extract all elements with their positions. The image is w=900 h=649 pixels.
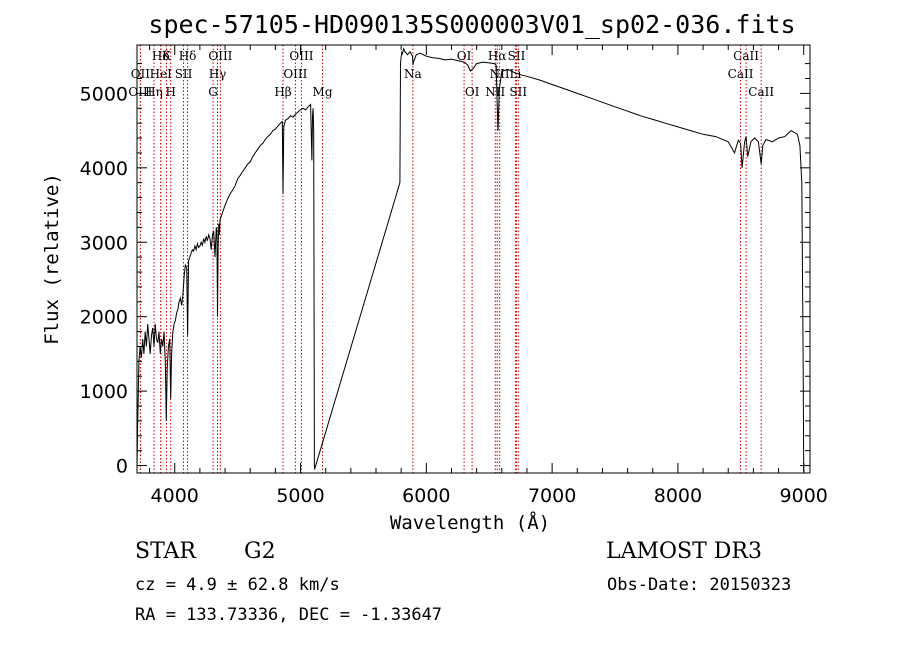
x-tick-label: 4000: [151, 485, 199, 507]
spectral-line-label: HeI: [150, 67, 173, 81]
axis-ticks: 4000 5000 6000 7000 8000 9000 0 1000 2000 3000 400…: [80, 45, 828, 507]
spectral-line-label: H: [165, 85, 175, 99]
spectral-line-label: CaII: [728, 67, 754, 81]
spectral-line-label: Mg: [313, 85, 333, 99]
spectral-line-label: Hη: [145, 85, 163, 99]
survey-name: LAMOST DR3: [606, 539, 762, 564]
spectral-line-label: Hγ: [209, 67, 227, 81]
spectral-line-label: OIII: [128, 85, 152, 99]
x-tick-label: 8000: [654, 485, 702, 507]
y-tick-label: 2000: [80, 307, 128, 329]
chart-title: spec-57105-HD090135S000003V01_sp02-036.f…: [148, 10, 795, 39]
spectrum-trace: [136, 47, 805, 472]
spectral-line-label: SII: [175, 67, 193, 81]
subclass: G2: [244, 539, 276, 564]
y-tick-label: 1000: [80, 381, 128, 403]
spectral-line-label: SII: [509, 85, 527, 99]
spectral-line-label: NII: [485, 85, 505, 99]
spectral-line-label: OI: [457, 49, 472, 63]
spectral-line-label: OI: [465, 85, 480, 99]
spectral-line-label: K: [162, 49, 172, 63]
spectral-line-label: Hδ: [179, 49, 197, 63]
spectral-line-label: Hα: [488, 49, 507, 63]
spectral-line-label: OIII: [208, 49, 232, 63]
y-axis-label: Flux (relative): [41, 173, 63, 345]
spectral-line-label: NII: [490, 67, 510, 81]
spectral-line-label: G: [208, 85, 218, 99]
spectral-line-label: Hδ: [152, 49, 170, 63]
y-tick-label: 4000: [80, 158, 128, 180]
spectral-line-label: SII: [508, 49, 526, 63]
x-tick-label: 7000: [528, 485, 576, 507]
y-tick-label: 5000: [80, 83, 128, 105]
spectral-line-label: OIII: [283, 67, 307, 81]
x-tick-label: 9000: [780, 485, 828, 507]
x-tick-label: 5000: [276, 485, 324, 507]
spectral-line-label: Na: [404, 67, 422, 81]
spectral-line-label: CaII: [733, 49, 759, 63]
obs-date: Obs-Date: 20150323: [607, 575, 791, 595]
y-tick-label: 0: [116, 456, 128, 478]
redshift-cz: cz = 4.9 ± 62.8 km/s: [135, 575, 340, 595]
x-tick-label: 6000: [402, 485, 450, 507]
object-type: STAR: [135, 539, 197, 564]
spectral-line-label: OIII: [289, 49, 313, 63]
spectral-line-markers: [139, 45, 762, 473]
x-axis-label: Wavelength (Å): [390, 511, 550, 534]
spectral-line-label: Li: [509, 67, 521, 81]
spectral-line-label: Hβ: [274, 85, 291, 99]
ra-dec: RA = 133.73336, DEC = -1.33647: [135, 605, 442, 625]
y-tick-label: 3000: [80, 232, 128, 254]
spectral-line-label: OII: [131, 67, 151, 81]
plot-frame: [136, 44, 811, 474]
spectral-line-label: CaII: [748, 85, 774, 99]
